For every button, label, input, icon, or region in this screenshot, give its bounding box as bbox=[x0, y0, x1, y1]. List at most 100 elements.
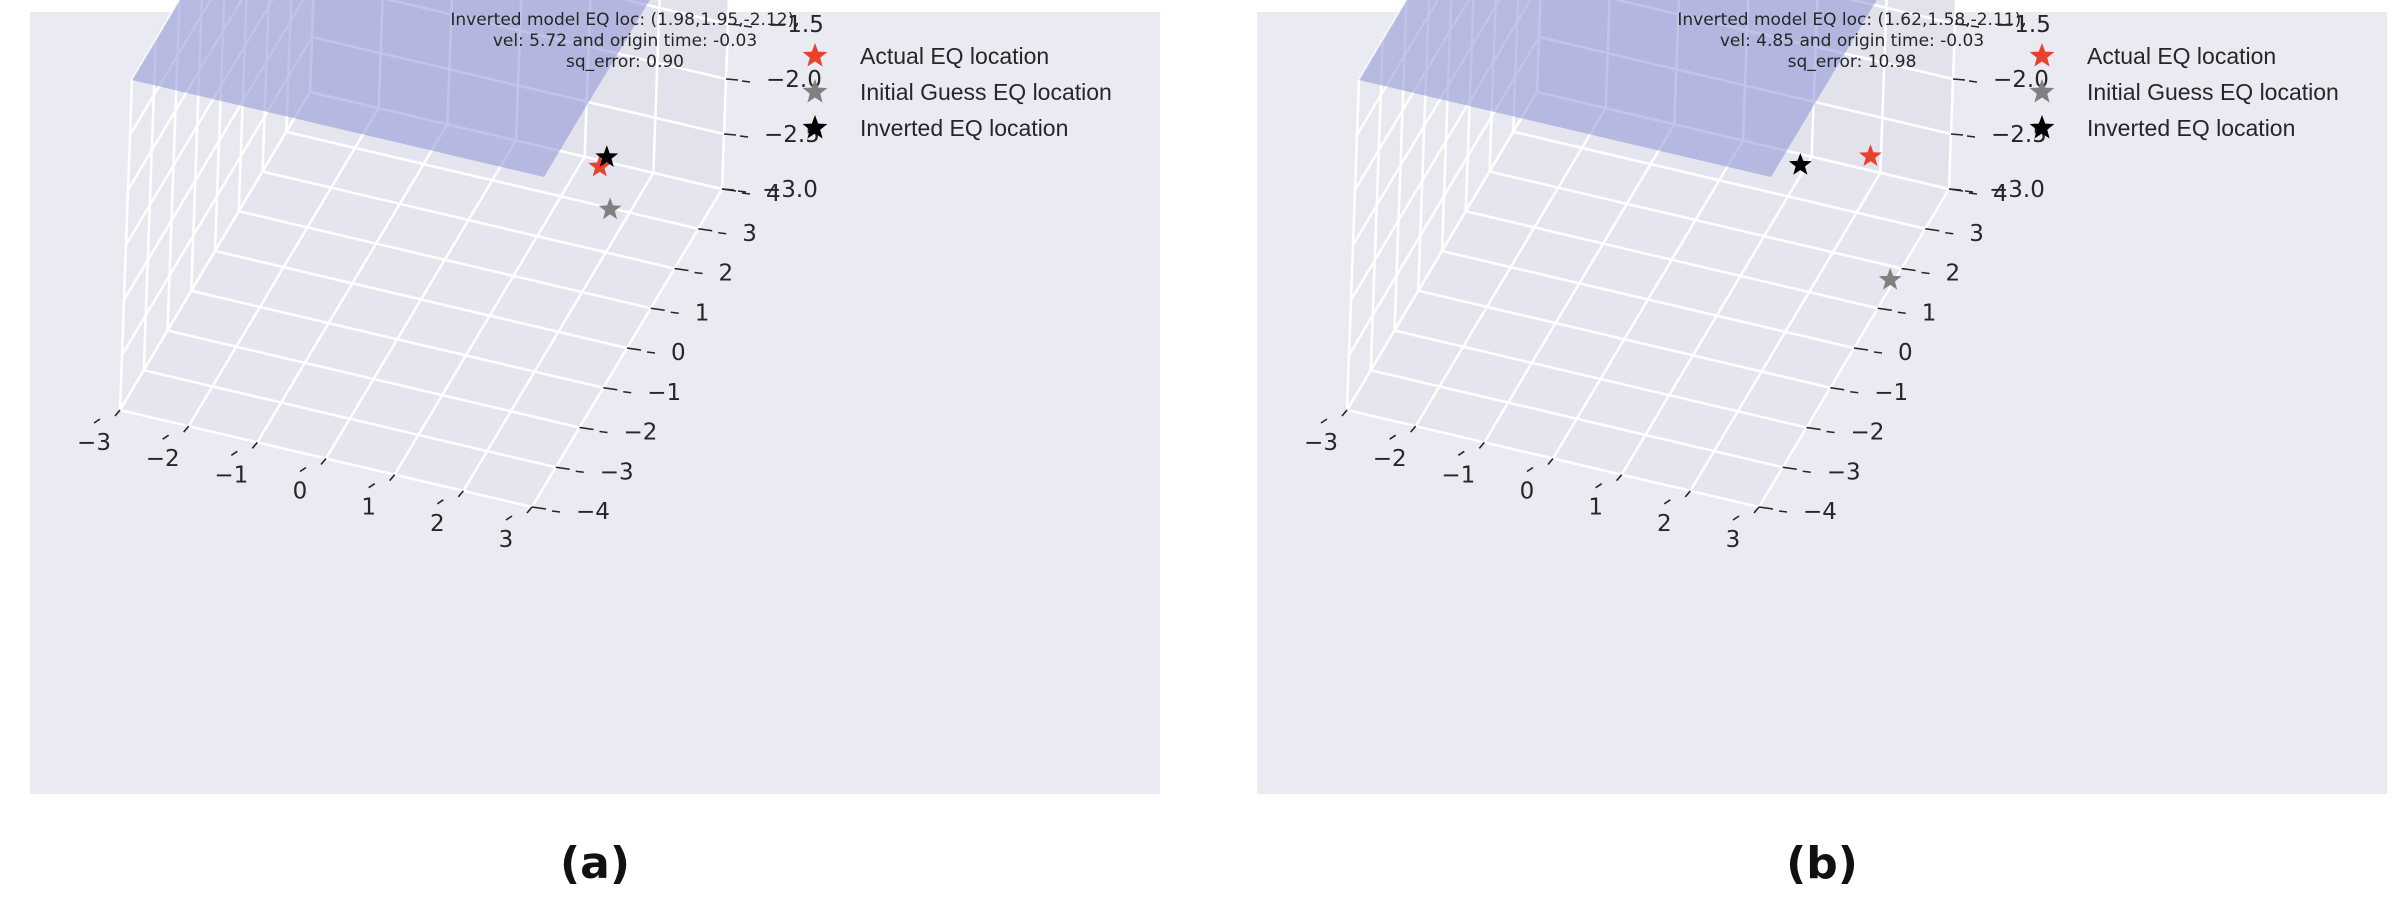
annotation-line-2: vel: 4.85 and origin time: -0.03 bbox=[1719, 31, 1985, 51]
tick-mark bbox=[457, 490, 464, 498]
y-tick-label: 4 bbox=[766, 181, 781, 207]
tick-mark bbox=[114, 409, 121, 417]
tick-mark bbox=[1950, 133, 1964, 136]
tick-mark bbox=[1877, 307, 1892, 312]
tick-mark bbox=[727, 23, 741, 26]
y-tick-label: 1 bbox=[1922, 300, 1937, 326]
tick-mark bbox=[741, 80, 751, 83]
tick-mark bbox=[505, 515, 513, 521]
gridline bbox=[1512, 130, 1926, 230]
tick-labels: −3−2−10123−4−3−2−1012340.0−0.5−1.0−1.5−2… bbox=[1304, 12, 2051, 553]
tick-mark bbox=[436, 499, 444, 505]
legend-item-inverted: Inverted EQ location bbox=[2027, 110, 2339, 146]
eq-star-inverted bbox=[595, 145, 619, 167]
gridline bbox=[118, 91, 312, 411]
tick-mark bbox=[1802, 470, 1811, 474]
chart-panel-b: −3−2−10123−4−3−2−1012340.0−0.5−1.0−1.5−2… bbox=[1257, 0, 2402, 908]
tick-mark bbox=[646, 351, 656, 354]
tick-mark bbox=[526, 506, 533, 514]
tick-mark bbox=[1945, 231, 1954, 235]
tick-mark bbox=[1925, 227, 1940, 232]
gridline bbox=[1465, 210, 1879, 310]
tick-labels: −3−2−10123−4−3−2−1012340.0−0.5−1.0−1.5−2… bbox=[77, 12, 824, 553]
red-star-icon bbox=[2029, 43, 2055, 67]
y-tick-label: −2 bbox=[624, 420, 658, 446]
z-tick-label: −1.5 bbox=[1995, 12, 2051, 38]
panel-label-b: (b) bbox=[1786, 838, 1858, 889]
x-tick-label: 0 bbox=[293, 479, 308, 505]
x-tick-label: 1 bbox=[1588, 495, 1603, 521]
tick-mark bbox=[575, 470, 584, 474]
tick-mark bbox=[579, 426, 594, 431]
legend-item-initial-guess: Initial Guess EQ location bbox=[800, 74, 1112, 110]
model-annotation-b: Inverted model EQ loc: (1.62,1.58,-2.11)… bbox=[1622, 10, 2082, 73]
x-tick-label: 0 bbox=[1520, 479, 1535, 505]
y-tick-label: −1 bbox=[647, 380, 681, 406]
legend-b: Actual EQ location Initial Guess EQ loca… bbox=[2027, 38, 2339, 146]
black-star-icon bbox=[802, 115, 828, 139]
x-tick-label: 3 bbox=[1726, 527, 1741, 553]
z-tick-label: −3.0 bbox=[762, 177, 818, 203]
surface-plane bbox=[132, 0, 650, 177]
y-tick-label: 2 bbox=[1946, 261, 1961, 287]
gridline bbox=[190, 289, 604, 389]
gridline bbox=[1345, 91, 1539, 411]
tick-mark bbox=[623, 390, 632, 394]
tick-mark bbox=[1830, 386, 1845, 391]
tick-mark bbox=[1595, 483, 1603, 489]
legend-item-actual: Actual EQ location bbox=[2027, 38, 2339, 74]
tick-mark bbox=[93, 418, 101, 424]
tick-mark bbox=[743, 25, 753, 28]
annotation-line-1: Inverted model EQ loc: (1.98,1.95,-2.12)… bbox=[450, 10, 800, 30]
tick-mark bbox=[555, 466, 570, 471]
tick-mark bbox=[650, 307, 665, 312]
gray-star-icon bbox=[2029, 79, 2055, 103]
tick-mark bbox=[1410, 425, 1417, 433]
tick-mark bbox=[718, 231, 727, 235]
tick-mark bbox=[1526, 466, 1534, 473]
tick-mark bbox=[670, 311, 679, 315]
eq-star-actual bbox=[588, 154, 612, 177]
red-star-icon bbox=[802, 43, 828, 67]
y-tick-label: 3 bbox=[742, 221, 757, 247]
tick-mark bbox=[1753, 506, 1760, 514]
gridline bbox=[214, 249, 628, 350]
legend-a: Actual EQ location Initial Guess EQ loca… bbox=[800, 38, 1112, 146]
tick-mark bbox=[1954, 23, 1968, 26]
gray-star-icon bbox=[802, 79, 828, 103]
tick-mark bbox=[368, 483, 376, 489]
tick-mark bbox=[183, 425, 190, 433]
x-tick-label: 2 bbox=[430, 511, 445, 537]
y-tick-label: −1 bbox=[1874, 380, 1908, 406]
z-tick-label: −3.0 bbox=[1989, 177, 2045, 203]
tick-marks bbox=[1320, 23, 1980, 521]
tick-mark bbox=[1782, 466, 1797, 471]
tick-mark bbox=[1968, 80, 1978, 83]
tick-mark bbox=[1897, 311, 1906, 315]
legend-label-actual: Actual EQ location bbox=[2087, 42, 2277, 69]
legend-label-initial-guess: Initial Guess EQ location bbox=[2087, 78, 2339, 105]
tick-mark bbox=[251, 441, 258, 449]
tick-mark bbox=[723, 133, 737, 136]
tick-mark bbox=[551, 510, 561, 513]
x-tick-label: −1 bbox=[1441, 462, 1475, 488]
eq-star-actual bbox=[1859, 144, 1882, 166]
gridline bbox=[1441, 249, 1855, 350]
chart-panel-a: −3−2−10123−4−3−2−1012340.0−0.5−1.0−1.5−2… bbox=[30, 0, 1190, 908]
gridline bbox=[285, 130, 699, 230]
tick-mark bbox=[1732, 515, 1740, 521]
gridline bbox=[1417, 289, 1831, 389]
tick-mark bbox=[626, 347, 642, 351]
gridline bbox=[1489, 170, 1902, 270]
tick-mark bbox=[1758, 506, 1774, 510]
tick-mark bbox=[725, 78, 739, 81]
legend-label-inverted: Inverted EQ location bbox=[2087, 114, 2296, 141]
tick-mark bbox=[299, 466, 307, 473]
y-tick-label: 3 bbox=[1969, 221, 1984, 247]
tick-mark bbox=[1952, 78, 1966, 81]
x-tick-label: −1 bbox=[214, 462, 248, 488]
tick-mark bbox=[1778, 510, 1788, 513]
gridline bbox=[620, 0, 729, 26]
plot-3d-b: −3−2−10123−4−3−2−1012340.0−0.5−1.0−1.5−2… bbox=[1304, 0, 2051, 553]
tick-mark bbox=[1964, 190, 1974, 193]
